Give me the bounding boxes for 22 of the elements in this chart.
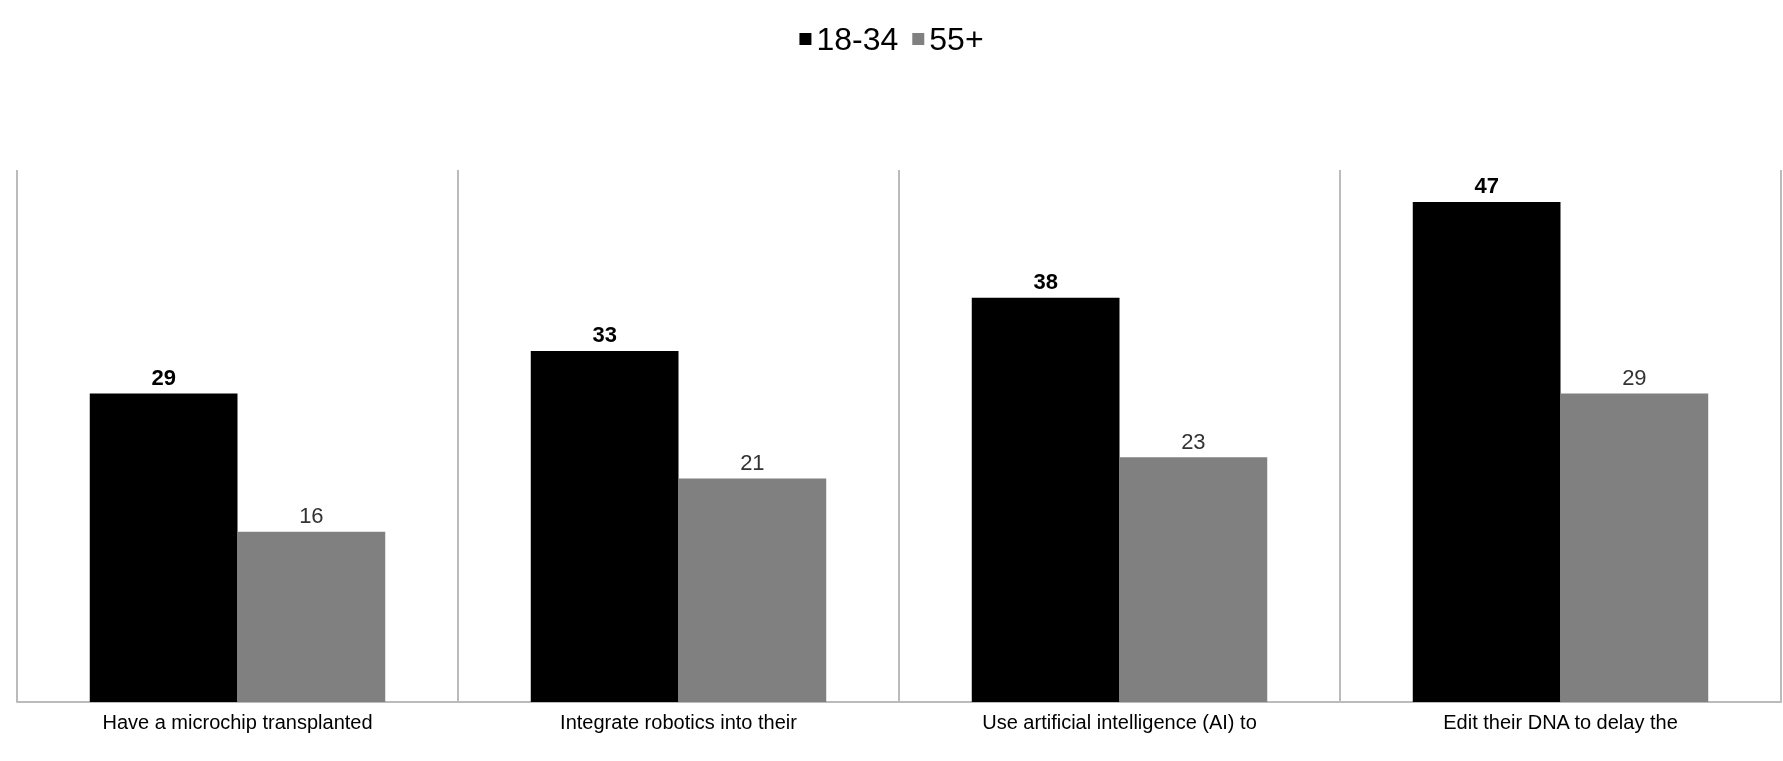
bar (237, 531, 386, 702)
legend-label: 18-34 (816, 21, 899, 57)
data-label: 16 (299, 503, 324, 529)
data-label: 29 (151, 364, 176, 390)
bar (971, 297, 1120, 702)
data-label: 21 (740, 450, 765, 476)
x-tick-label: Edit their DNA to delay the (1443, 711, 1678, 733)
bar (1412, 201, 1561, 702)
x-tick-label: Integrate robotics into their (560, 711, 798, 733)
legend-label: 55+ (929, 21, 984, 57)
data-label: 29 (1622, 364, 1647, 390)
bar (678, 478, 827, 702)
data-label: 23 (1181, 428, 1206, 454)
x-tick-label: Use artificial intelligence (AI) to (982, 711, 1257, 733)
bar (530, 350, 679, 702)
bar (1119, 457, 1268, 702)
data-label: 33 (592, 322, 617, 348)
x-tick-label: Have a microchip transplanted (102, 711, 373, 733)
data-label: 38 (1033, 269, 1058, 295)
bar (89, 393, 238, 702)
bar (1560, 393, 1709, 702)
data-label: 47 (1474, 173, 1499, 199)
